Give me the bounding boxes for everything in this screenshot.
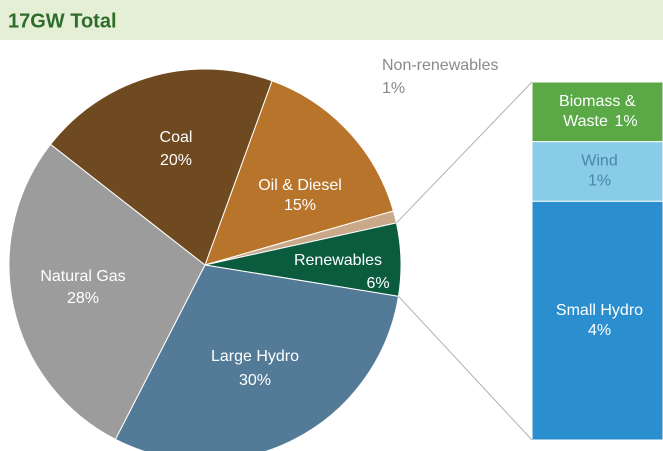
- slice-value-label: 30%: [239, 372, 271, 389]
- connector-line: [396, 81, 533, 224]
- slice-value-label: 20%: [160, 152, 192, 169]
- breakdown-label: Wind: [581, 153, 617, 170]
- slice-label: Natural Gas: [40, 268, 125, 285]
- pie-slice: [114, 264, 400, 451]
- title-band: [0, 0, 663, 40]
- breakdown-segment: [531, 200, 663, 441]
- slice-label: Oil & Diesel: [258, 177, 342, 194]
- breakdown-segment: [531, 141, 663, 202]
- slice-value-label: 1%: [382, 80, 405, 97]
- pie-slice: [49, 68, 273, 266]
- pie-slice: [8, 143, 206, 440]
- slice-value-label: 6%: [366, 275, 389, 292]
- breakdown-segment: [531, 81, 663, 143]
- slice-value-label: 28%: [67, 290, 99, 307]
- slice-label: Coal: [160, 129, 193, 146]
- slice-value-label: 15%: [284, 197, 316, 214]
- breakdown-value-label: 1%: [615, 113, 638, 130]
- slice-label: Renewables: [294, 252, 382, 269]
- breakdown-label: Biomass & Waste: [559, 93, 640, 130]
- connector-line: [398, 295, 533, 441]
- slice-label: Large Hydro: [211, 348, 299, 365]
- breakdown-label: Small Hydro: [556, 302, 643, 319]
- pie-slice: [204, 80, 395, 266]
- breakdown-value-label: 4%: [588, 322, 611, 339]
- breakdown-value-label: 1%: [588, 173, 611, 190]
- chart-title: 17GW Total: [8, 10, 117, 32]
- slice-label: Non-renewables: [382, 57, 499, 74]
